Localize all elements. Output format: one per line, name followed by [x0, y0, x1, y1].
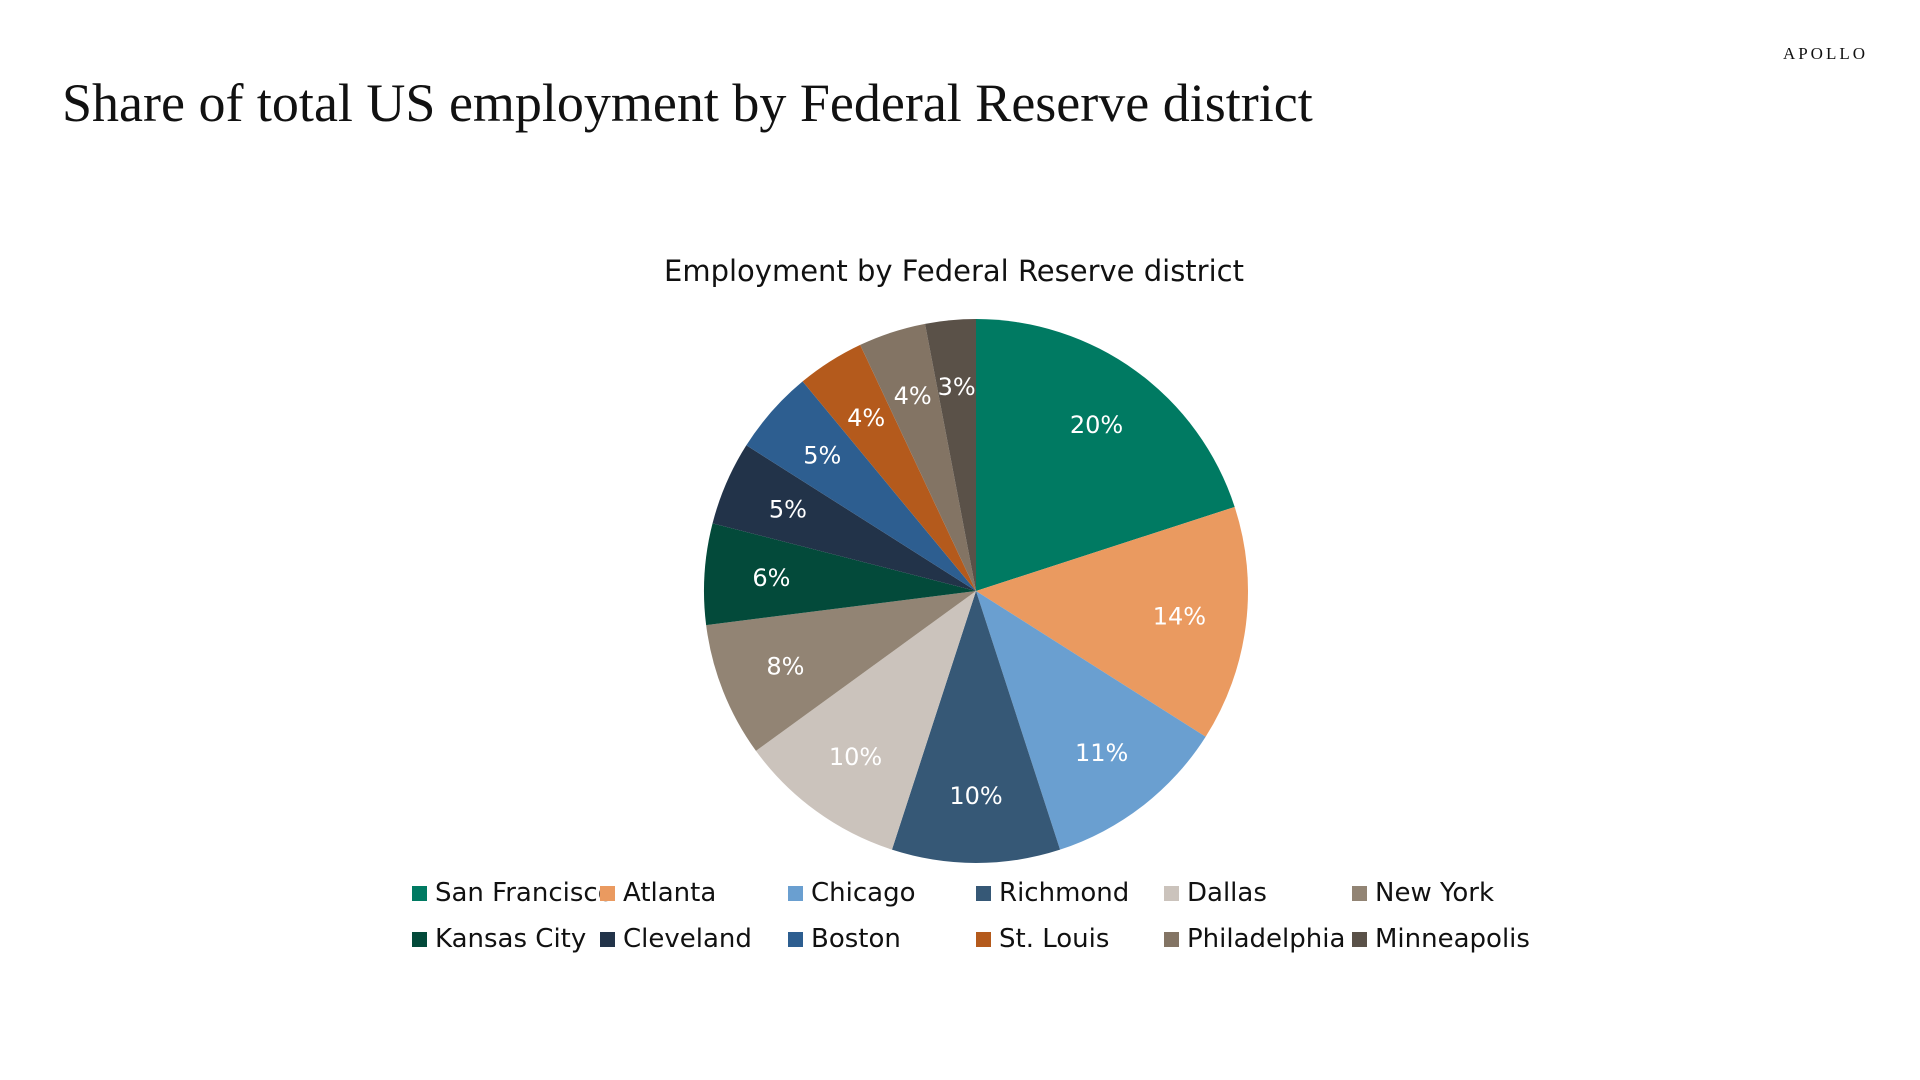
legend-swatch: [412, 885, 427, 901]
pie-slice-kansas-city: [704, 523, 976, 626]
legend-item: Chicago: [788, 878, 976, 908]
pie-slice-st-louis: [802, 344, 976, 591]
pie-slice-minneapolis: [925, 319, 976, 591]
slice-label: 20%: [1070, 411, 1123, 439]
legend-label: Boston: [811, 924, 901, 954]
pie-slice-richmond: [891, 591, 1061, 863]
slice-label: 5%: [803, 441, 841, 469]
legend-label: St. Louis: [999, 924, 1110, 954]
legend-item: Richmond: [976, 878, 1164, 908]
legend-label: Richmond: [999, 878, 1130, 908]
slice-label: 4%: [894, 382, 932, 410]
pie-slice-boston: [746, 381, 976, 591]
legend-label: New York: [1375, 878, 1495, 908]
brand-logo: APOLLO: [1782, 44, 1868, 63]
pie-slice-philadelphia: [860, 323, 976, 591]
legend-swatch: [1352, 931, 1367, 947]
legend-item: Philadelphia: [1164, 924, 1352, 954]
legend-label: Cleveland: [623, 924, 752, 954]
slice-label: 10%: [949, 782, 1002, 810]
legend-label: Minneapolis: [1375, 924, 1530, 954]
chart-legend: San Francisco Atlanta Chicago Richmond Dalla…: [412, 878, 1592, 954]
legend-item: Boston: [788, 924, 976, 954]
legend-item: Atlanta: [600, 878, 788, 908]
slice-label: 8%: [766, 652, 804, 680]
legend-item: Kansas City: [412, 924, 600, 954]
legend-item: Cleveland: [600, 924, 788, 954]
legend-swatch: [1164, 931, 1179, 947]
legend-swatch: [788, 931, 803, 947]
legend-item: New York: [1352, 878, 1540, 908]
legend-label: Kansas City: [435, 924, 587, 954]
legend-item: Minneapolis: [1352, 924, 1540, 954]
slice-label: 10%: [829, 743, 882, 771]
slice-label: 6%: [752, 564, 790, 592]
legend-swatch: [412, 931, 427, 947]
pie-slice-dallas: [755, 591, 976, 850]
legend-item: Dallas: [1164, 878, 1352, 908]
legend-swatch: [1164, 885, 1179, 901]
pie-slice-new-york: [706, 591, 976, 751]
pie-slice-atlanta: [976, 506, 1248, 737]
legend-swatch: [1352, 885, 1367, 901]
legend-swatch: [600, 885, 615, 901]
slice-label: 14%: [1153, 603, 1206, 631]
chart-title-text: Employment by Federal Reserve district: [664, 254, 1244, 288]
chart-title: Employment by Federal Reserve district: [0, 254, 1920, 288]
legend-swatch: [976, 931, 991, 947]
legend-label: Chicago: [811, 878, 916, 908]
legend-swatch: [788, 885, 803, 901]
slice-label: 5%: [769, 496, 807, 524]
legend-item: St. Louis: [976, 924, 1164, 954]
pie-slice-chicago: [976, 591, 1206, 850]
legend-label: Atlanta: [623, 878, 717, 908]
legend-label: San Francisco: [435, 878, 614, 908]
legend-item: San Francisco: [412, 878, 614, 908]
legend-label: Philadelphia: [1187, 924, 1346, 954]
pie-slice-cleveland: [712, 445, 976, 591]
legend-label: Dallas: [1187, 878, 1267, 908]
slice-label: 3%: [938, 373, 976, 401]
slice-label: 4%: [847, 404, 885, 432]
legend-swatch: [600, 931, 615, 947]
page-title: Share of total US employment by Federal …: [62, 73, 1313, 133]
pie-slice-san-francisco: [976, 319, 1235, 591]
legend-swatch: [976, 885, 991, 901]
slice-label: 11%: [1075, 739, 1128, 767]
